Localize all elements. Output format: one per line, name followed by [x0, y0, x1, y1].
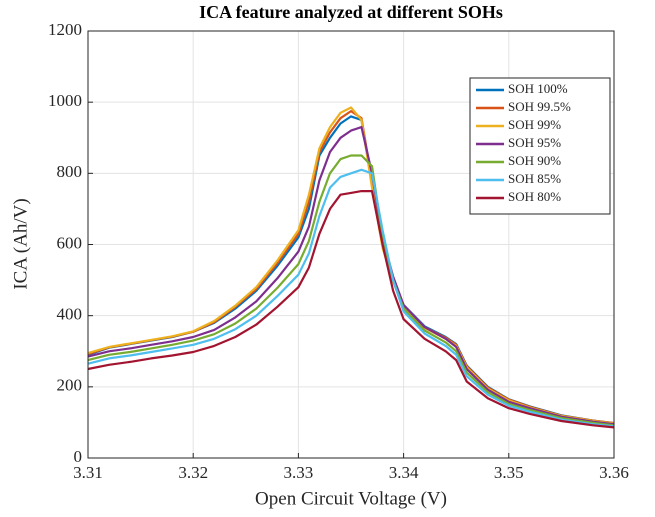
line	[87, 154, 615, 427]
legend-label: SOH 85%	[508, 171, 561, 186]
x-tick-label: 3.36	[599, 463, 629, 482]
legend-label: SOH 100%	[508, 81, 568, 96]
x-tick-label: 3.32	[178, 463, 208, 482]
y-tick-label: 1200	[48, 20, 82, 39]
y-tick-label: 0	[74, 447, 83, 466]
x-axis-label: Open Circuit Voltage (V)	[255, 488, 447, 509]
line	[87, 190, 615, 429]
y-tick-label: 400	[57, 305, 83, 324]
x-tick-label: 3.31	[73, 463, 103, 482]
legend-label: SOH 90%	[508, 153, 561, 168]
x-tick-label: 3.34	[389, 463, 419, 482]
plot-frame	[87, 30, 615, 459]
line	[87, 126, 615, 426]
y-tick-label: 800	[57, 162, 83, 181]
chart-title: ICA feature analyzed at different SOHs	[199, 2, 503, 22]
y-tick-label: 1000	[48, 91, 82, 110]
y-tick-label: 600	[57, 233, 83, 252]
legend-label: SOH 95%	[508, 135, 561, 150]
legend-label: SOH 99%	[508, 117, 561, 132]
legend-box	[469, 77, 611, 215]
legend-label: SOH 99.5%	[508, 99, 571, 114]
y-axis-label: ICA (Ah/V)	[10, 198, 31, 289]
x-tick-label: 3.35	[494, 463, 524, 482]
legend-label: SOH 80%	[508, 189, 561, 204]
x-tick-label: 3.33	[284, 463, 314, 482]
line	[87, 168, 615, 428]
y-tick-label: 200	[57, 376, 83, 395]
